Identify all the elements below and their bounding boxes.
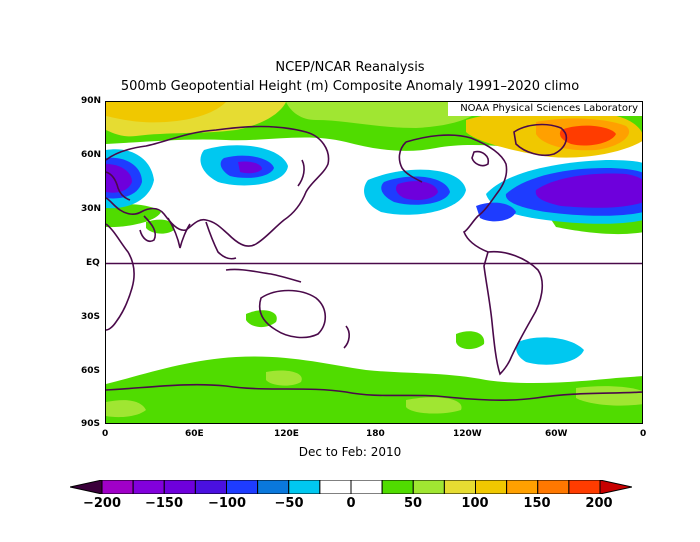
southern-yellow-2 bbox=[266, 370, 302, 386]
lon-label-0: 0 bbox=[102, 429, 109, 439]
new-zealand-coast bbox=[343, 325, 350, 349]
antarctica-coast bbox=[106, 383, 642, 401]
lon-label-0-east: 0 bbox=[640, 429, 647, 439]
colorbar-low-arrow bbox=[70, 480, 103, 494]
lon-label-60e: 60E bbox=[185, 429, 204, 439]
colorbar-cell bbox=[132, 480, 165, 494]
india-green-patch bbox=[146, 219, 175, 234]
colorbar-label: −200 bbox=[82, 496, 122, 511]
arabia-coast bbox=[139, 215, 157, 243]
south-america-coast bbox=[483, 250, 544, 376]
north-america-coast bbox=[398, 134, 508, 253]
lat-label-60s: 60S bbox=[81, 366, 101, 376]
lon-label-120e: 120E bbox=[274, 429, 299, 439]
arctic-green-lobe-mid bbox=[286, 102, 486, 128]
greenland-high-max bbox=[559, 125, 616, 146]
lat-label-30s: 30S bbox=[81, 312, 101, 322]
map-canvas bbox=[106, 102, 642, 423]
period-label: Dec to Feb: 2010 bbox=[298, 445, 402, 459]
southern-yellow-1 bbox=[106, 400, 146, 418]
colorbar-cell bbox=[257, 480, 290, 494]
colorbar-label: 200 bbox=[585, 496, 613, 511]
se-asia-coast bbox=[205, 221, 237, 260]
negative-anomaly-fields bbox=[106, 145, 642, 365]
southern-yellow-3 bbox=[406, 397, 462, 414]
india-coast bbox=[167, 217, 191, 249]
europe-coast bbox=[106, 171, 131, 201]
southern-yellow-4 bbox=[576, 386, 642, 406]
lat-label-30n: 30N bbox=[81, 204, 102, 214]
lon-label-180: 180 bbox=[366, 429, 385, 439]
colorbar-cell bbox=[381, 480, 414, 494]
africa-coast bbox=[106, 223, 135, 331]
south-pacific-green-1 bbox=[246, 310, 277, 328]
siberia-low-core bbox=[238, 161, 262, 174]
coastlines bbox=[106, 123, 642, 401]
arctic-orange-lobe-west bbox=[106, 102, 226, 123]
colorbar-cell bbox=[288, 480, 321, 494]
indonesia-coast bbox=[225, 268, 302, 283]
colorbar-label: −50 bbox=[274, 496, 304, 511]
japan-coast bbox=[297, 159, 305, 187]
colorbar-cell bbox=[319, 480, 352, 494]
colorbar-cell bbox=[350, 480, 383, 494]
colorbar-cell bbox=[163, 480, 196, 494]
colorbar-label: 150 bbox=[523, 496, 551, 511]
europe-low-core bbox=[106, 164, 132, 193]
credit-label: NOAA Physical Sciences Laboratory bbox=[448, 102, 642, 116]
lat-label-eq: EQ bbox=[86, 258, 100, 268]
lon-label-120w: 120W bbox=[453, 429, 482, 439]
lat-label-90s: 90S bbox=[81, 419, 101, 429]
drake-passage-low bbox=[516, 337, 584, 365]
colorbar-cell bbox=[475, 480, 508, 494]
colorbar-cell bbox=[226, 480, 259, 494]
colorbar-cell bbox=[194, 480, 227, 494]
colorbar-label: 50 bbox=[403, 496, 423, 511]
colorbar-label: −100 bbox=[207, 496, 247, 511]
lon-label-60w: 60W bbox=[545, 429, 568, 439]
eurasia-coast bbox=[106, 125, 330, 247]
colorbar-high-arrow bbox=[599, 480, 632, 494]
colorbar-cell bbox=[506, 480, 539, 494]
hudson-bay bbox=[471, 150, 490, 167]
colorbar bbox=[70, 480, 632, 494]
colorbar-cell bbox=[412, 480, 445, 494]
colorbar-labels: −200 −150 −100 −50 0 50 100 150 200 bbox=[0, 496, 700, 516]
colorbar-cell bbox=[101, 480, 134, 494]
map-subtitle: 500mb Geopotential Height (m) Composite … bbox=[120, 79, 580, 94]
south-pacific-green-2 bbox=[456, 331, 485, 350]
lat-label-90n: 90N bbox=[81, 96, 102, 106]
australia-coast bbox=[258, 289, 327, 339]
atlantic-low-core bbox=[535, 173, 642, 208]
colorbar-label: −150 bbox=[144, 496, 184, 511]
colorbar-cell bbox=[537, 480, 570, 494]
pacific-low-core bbox=[396, 181, 438, 200]
colorbar-label: 0 bbox=[346, 496, 356, 511]
colorbar-cells bbox=[101, 480, 601, 494]
greenland-coast bbox=[513, 123, 568, 157]
map-title: NCEP/NCAR Reanalysis bbox=[275, 60, 425, 75]
colorbar-cell bbox=[568, 480, 601, 494]
southern-ocean-band bbox=[106, 356, 642, 423]
lat-label-60n: 60N bbox=[81, 150, 102, 160]
colorbar-label: 100 bbox=[461, 496, 489, 511]
anomaly-map: NOAA Physical Sciences Laboratory bbox=[105, 101, 643, 424]
colorbar-cell bbox=[443, 480, 476, 494]
